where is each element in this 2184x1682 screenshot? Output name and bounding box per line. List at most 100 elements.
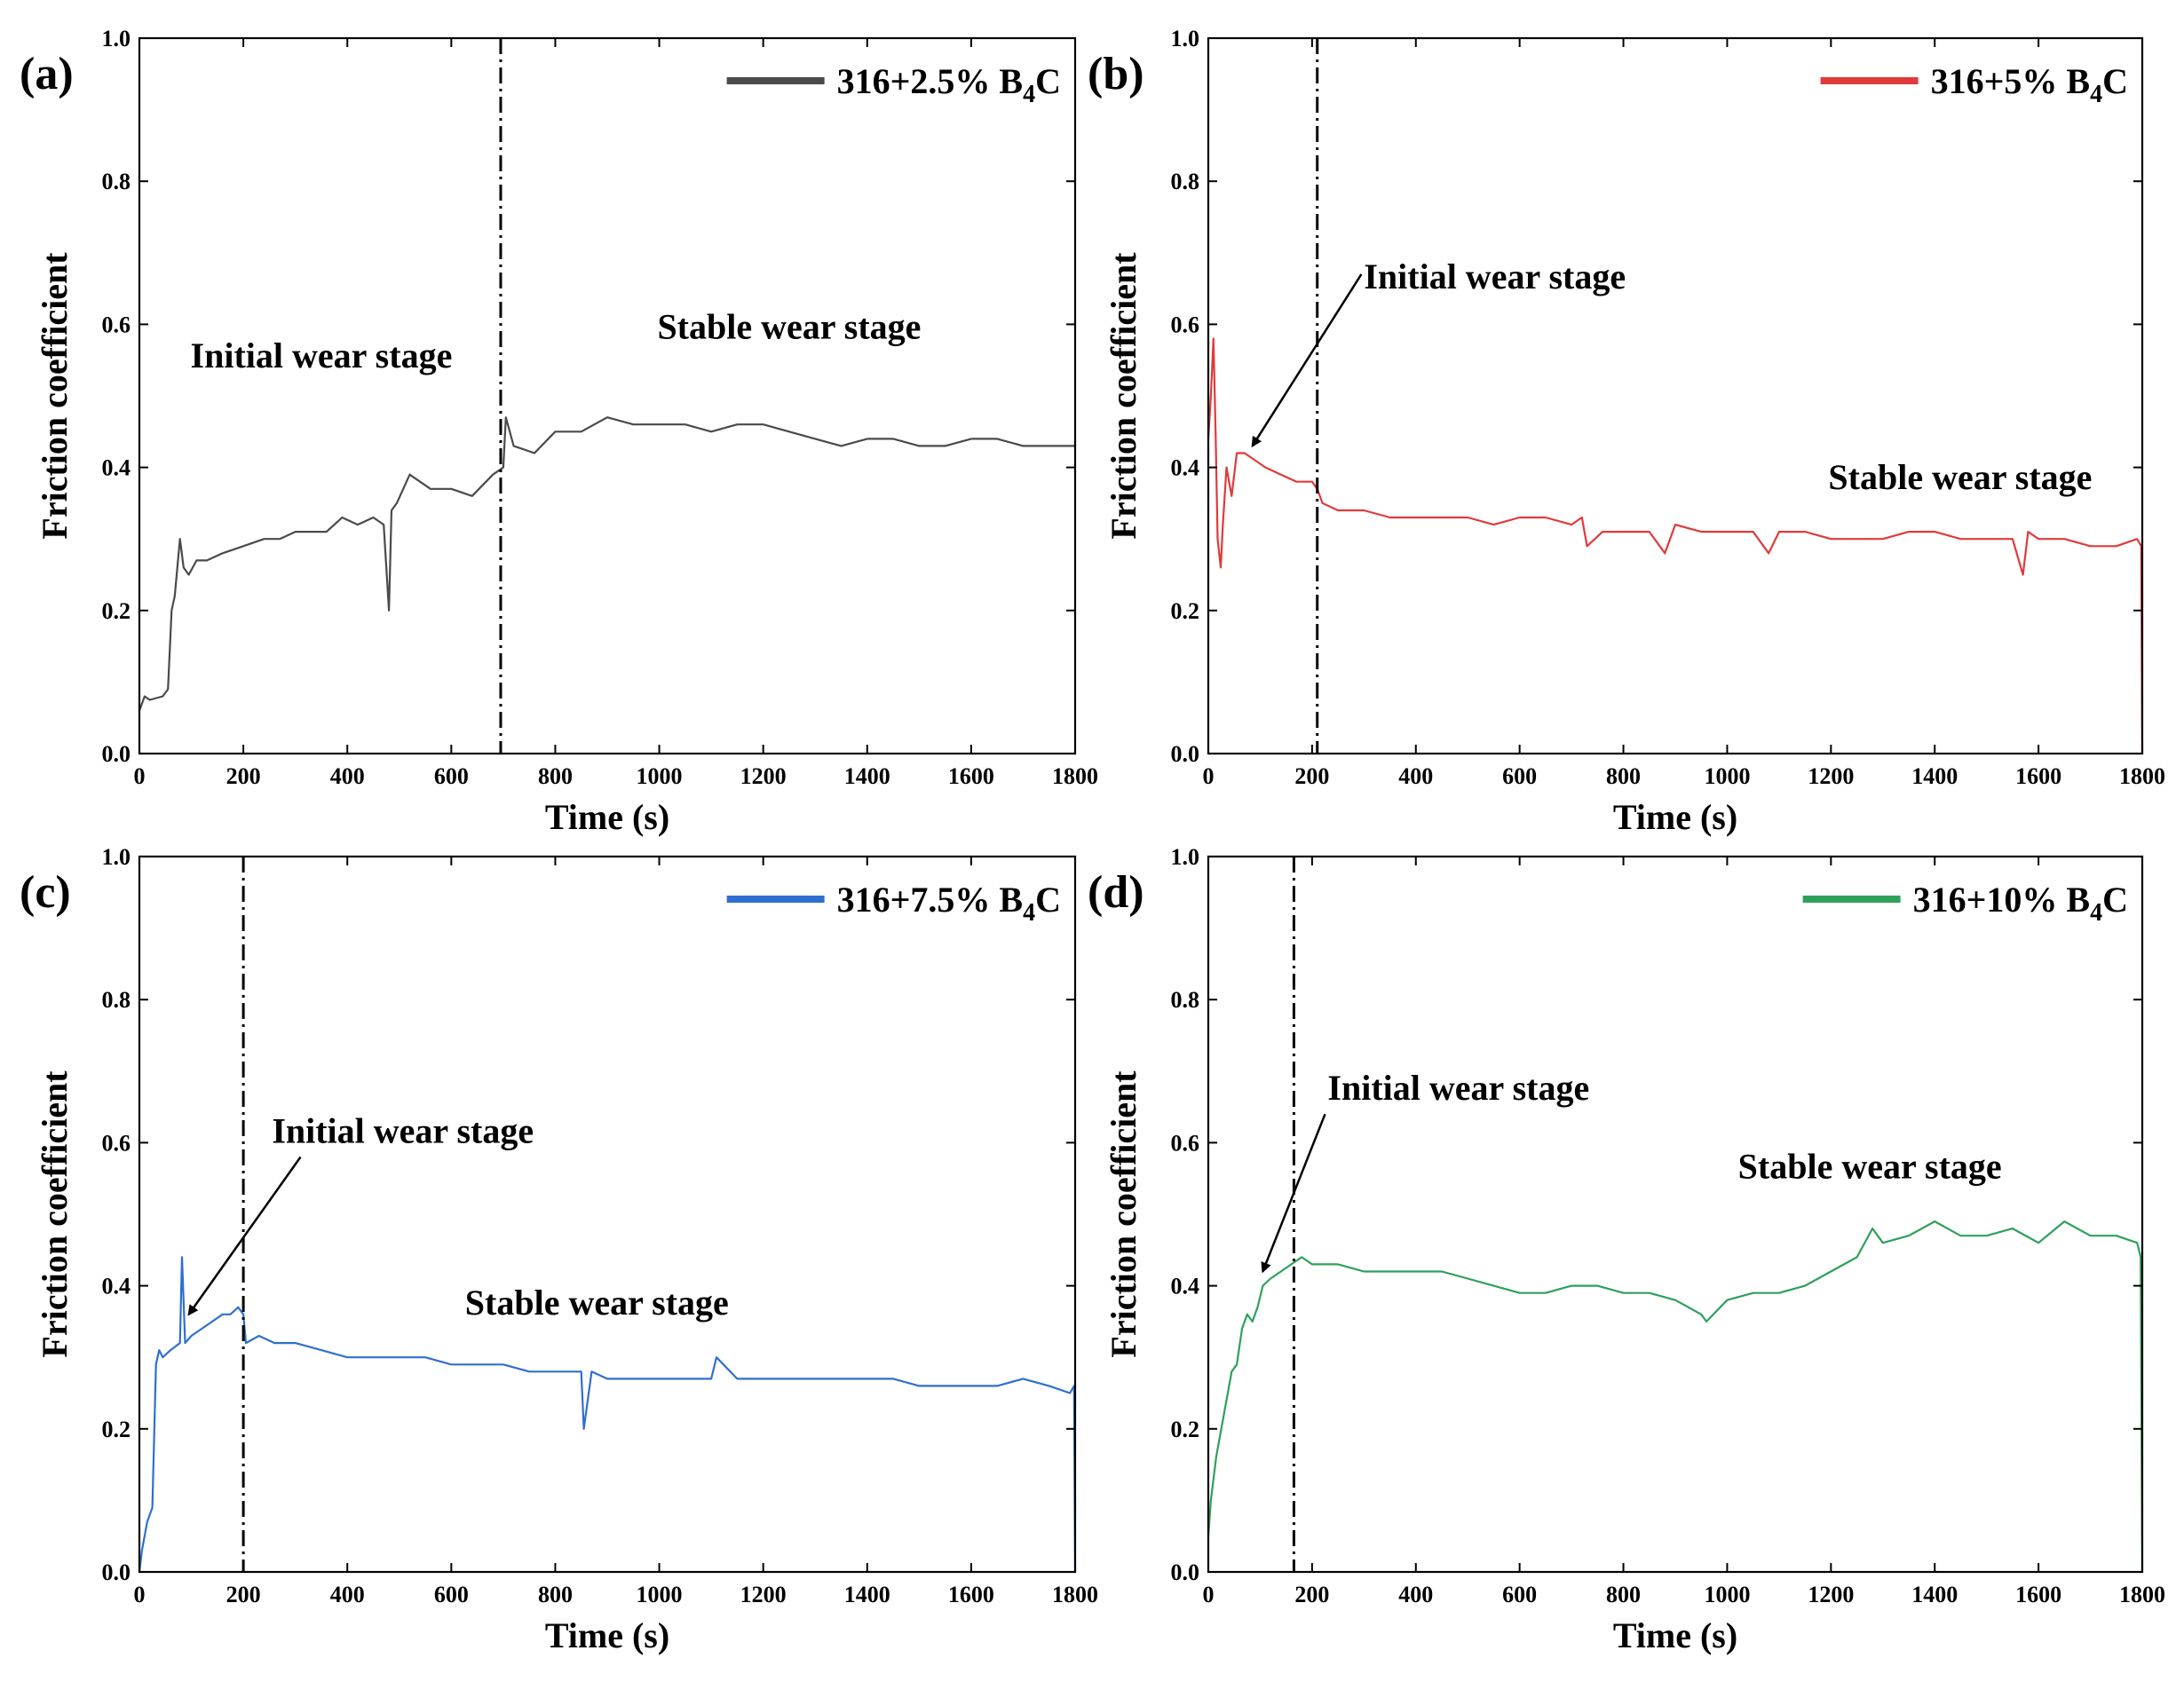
x-tick-label: 800 xyxy=(1606,1582,1641,1607)
series-line xyxy=(1207,1220,2144,1573)
x-tick-label: 200 xyxy=(226,763,261,789)
stage-annotation: Initial wear stage xyxy=(1327,1068,1589,1108)
panel-label: (d) xyxy=(1088,867,1144,918)
annotation-arrow xyxy=(187,1156,302,1316)
x-tick-label: 1600 xyxy=(948,1582,994,1607)
y-axis-title: Friction coefficient xyxy=(35,252,75,540)
legend-label: 316+5% B4C xyxy=(1931,61,2128,108)
y-tick-label: 0.0 xyxy=(1171,741,1200,767)
x-tick-label: 1600 xyxy=(2015,763,2061,789)
x-tick-label: 1200 xyxy=(740,763,787,789)
y-tick-label: 1.0 xyxy=(102,26,131,51)
series-line xyxy=(138,416,1075,711)
y-axis-title: Friction coefficient xyxy=(35,1070,75,1358)
x-tick-label: 1600 xyxy=(2015,1582,2061,1607)
y-tick-label: 0.8 xyxy=(1171,987,1200,1013)
y-tick-label: 1.0 xyxy=(1171,844,1200,870)
x-tick-label: 1000 xyxy=(637,763,683,789)
x-tick-label: 1200 xyxy=(740,1582,787,1607)
x-tick-label: 600 xyxy=(434,763,469,789)
panel-label: (c) xyxy=(20,867,71,918)
x-axis-title: Time (s) xyxy=(1613,1615,1737,1655)
panel-c: 0 200 400 600 800 1000 1200 1400 1600 1800 0.0 0.2 0… xyxy=(20,844,1098,1655)
y-tick-label: 0.6 xyxy=(1171,1130,1200,1156)
legend-label: 316+10% B4C xyxy=(1913,880,2128,927)
stage-annotation: Stable wear stage xyxy=(1828,457,2092,497)
series-line xyxy=(138,1256,1077,1573)
x-tick-label: 0 xyxy=(1203,1582,1215,1607)
x-axis-title: Time (s) xyxy=(545,1615,669,1655)
x-axis-title: Time (s) xyxy=(1613,797,1737,837)
y-tick-label: 0.2 xyxy=(1171,598,1200,624)
x-tick-label: 800 xyxy=(538,763,573,789)
plot-frame xyxy=(138,36,1077,755)
y-tick-label: 1.0 xyxy=(102,844,131,870)
y-tick-label: 0.6 xyxy=(102,312,131,337)
y-axis-title: Friction coefficient xyxy=(1104,252,1143,540)
x-tick-label: 0 xyxy=(1203,763,1215,789)
y-axis-title: Friction coefficient xyxy=(1104,1070,1143,1358)
y-tick-label: 0.0 xyxy=(102,741,131,767)
x-tick-label: 1400 xyxy=(1911,1582,1958,1607)
x-tick-label: 800 xyxy=(1606,763,1641,789)
x-tick-label: 400 xyxy=(330,763,365,789)
x-axis-title: Time (s) xyxy=(545,797,669,837)
y-tick-label: 0.0 xyxy=(102,1560,131,1585)
x-tick-label: 400 xyxy=(1398,1582,1433,1607)
x-tick-label: 600 xyxy=(1502,1582,1537,1607)
x-tick-label: 1000 xyxy=(1704,763,1750,789)
plot-frame xyxy=(138,855,1077,1574)
plot-frame xyxy=(1207,36,2144,755)
x-tick-label: 1800 xyxy=(2119,763,2165,789)
legend-label: 316+7.5% B4C xyxy=(837,880,1061,927)
x-tick-label: 1000 xyxy=(1704,1582,1750,1607)
plot-frame xyxy=(1207,855,2144,1574)
x-tick-label: 1600 xyxy=(948,763,994,789)
panel-d: 0 200 400 600 800 1000 1200 1400 1600 1800 0.0 0.2 0… xyxy=(1088,844,2165,1655)
y-tick-label: 0.2 xyxy=(102,1417,131,1442)
y-tick-label: 0.4 xyxy=(102,1274,131,1299)
panel-b: 0 200 400 600 800 1000 1200 1400 1600 1800 0.0 0.2 0… xyxy=(1088,26,2165,837)
y-tick-label: 0.8 xyxy=(102,987,131,1013)
y-tick-label: 0.6 xyxy=(102,1130,131,1156)
y-tick-label: 0.8 xyxy=(102,169,131,194)
stage-annotation: Stable wear stage xyxy=(1738,1147,2002,1187)
x-tick-label: 0 xyxy=(134,1582,146,1607)
y-tick-label: 1.0 xyxy=(1171,26,1200,51)
x-tick-label: 200 xyxy=(1294,763,1329,789)
x-tick-label: 1200 xyxy=(1808,1582,1854,1607)
x-tick-label: 800 xyxy=(538,1582,573,1607)
x-tick-label: 1400 xyxy=(1911,763,1958,789)
y-tick-label: 0.2 xyxy=(102,598,131,624)
stage-annotation: Initial wear stage xyxy=(1364,257,1626,296)
stage-annotation: Initial wear stage xyxy=(191,336,453,375)
annotation-arrow xyxy=(1261,1113,1326,1274)
y-tick-label: 0.4 xyxy=(102,455,131,481)
x-tick-label: 600 xyxy=(434,1582,469,1607)
panel-a: 0 200 400 600 800 1000 1200 1400 1600 1800 0.0 0.2 0… xyxy=(20,26,1098,837)
y-tick-label: 0.6 xyxy=(1171,312,1200,337)
x-tick-label: 1800 xyxy=(1052,763,1098,789)
x-tick-label: 400 xyxy=(1398,763,1433,789)
x-tick-label: 1400 xyxy=(844,1582,890,1607)
x-tick-label: 200 xyxy=(1294,1582,1329,1607)
x-tick-label: 1800 xyxy=(2119,1582,2165,1607)
x-tick-label: 1000 xyxy=(637,1582,683,1607)
stage-annotation: Stable wear stage xyxy=(465,1283,729,1323)
y-tick-label: 0.8 xyxy=(1171,169,1200,194)
y-tick-label: 0.4 xyxy=(1171,455,1200,481)
legend-label: 316+2.5% B4C xyxy=(837,61,1061,108)
x-tick-label: 1400 xyxy=(844,763,890,789)
y-tick-label: 0.4 xyxy=(1171,1274,1200,1299)
x-tick-label: 400 xyxy=(330,1582,365,1607)
stage-annotation: Initial wear stage xyxy=(272,1110,534,1150)
x-tick-label: 600 xyxy=(1502,763,1537,789)
annotation-arrow xyxy=(1251,273,1363,448)
stage-annotation: Stable wear stage xyxy=(657,307,921,347)
series-line xyxy=(1207,337,2144,754)
y-tick-label: 0.2 xyxy=(1171,1417,1200,1442)
x-tick-label: 1200 xyxy=(1808,763,1854,789)
y-tick-label: 0.0 xyxy=(1171,1560,1200,1585)
x-tick-label: 200 xyxy=(226,1582,261,1607)
